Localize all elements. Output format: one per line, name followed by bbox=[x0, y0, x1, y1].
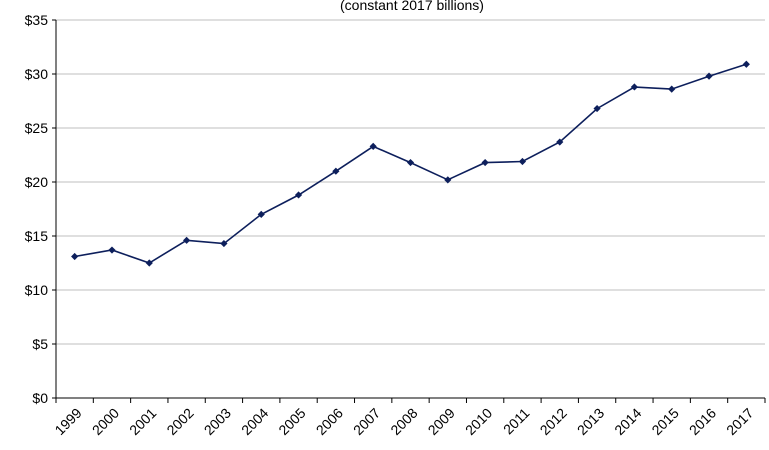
axes bbox=[52, 19, 766, 403]
data-point-2002 bbox=[183, 236, 191, 244]
series-group bbox=[71, 60, 750, 267]
y-tick-label: $0 bbox=[32, 390, 48, 406]
data-point-2013 bbox=[593, 104, 601, 113]
data-point-2014 bbox=[630, 83, 638, 91]
x-tick-label: 2017 bbox=[723, 405, 756, 438]
data-point-2004 bbox=[257, 210, 265, 218]
data-point-2007 bbox=[369, 142, 377, 150]
x-tick-label: 2009 bbox=[425, 405, 458, 438]
x-tick-label: 2004 bbox=[238, 405, 271, 438]
data-point-2009 bbox=[444, 176, 452, 184]
x-tick-label: 2010 bbox=[462, 405, 495, 438]
x-tick-label: 2012 bbox=[537, 405, 570, 438]
x-tick-label: 2003 bbox=[201, 405, 234, 438]
x-tick-label: 2002 bbox=[163, 405, 196, 438]
y-tick-label: $30 bbox=[25, 66, 49, 82]
data-point-2016 bbox=[705, 72, 713, 80]
data-point-2008 bbox=[406, 158, 415, 167]
y-tick-label: $25 bbox=[25, 120, 49, 136]
x-tick-label: 2001 bbox=[126, 405, 159, 438]
data-point-2005 bbox=[294, 191, 303, 199]
x-tick-label: 2016 bbox=[686, 405, 719, 438]
data-point-2010 bbox=[481, 158, 489, 167]
y-axis-tick-labels: $0 $5 $10 $15 $20 $25 $30 $35 bbox=[25, 12, 49, 406]
y-tick-label: $20 bbox=[25, 174, 49, 190]
y-tick-label: $10 bbox=[25, 282, 49, 298]
x-axis-tick-labels: 1999 2000 2001 2002 2003 2004 2005 2006 2007 2008… bbox=[51, 405, 756, 438]
data-point-2001 bbox=[145, 259, 153, 267]
y-tick-label: $5 bbox=[32, 336, 48, 352]
data-point-2012 bbox=[556, 138, 564, 146]
x-tick-label: 2011 bbox=[500, 405, 533, 438]
x-tick-label: 2013 bbox=[574, 405, 607, 438]
x-tick-label: 1999 bbox=[51, 405, 84, 438]
chart-subtitle: (constant 2017 billions) bbox=[340, 0, 484, 13]
data-point-2006 bbox=[332, 167, 340, 175]
x-tick-label: 2015 bbox=[648, 405, 681, 438]
data-point-2015 bbox=[668, 85, 676, 93]
gridlines bbox=[56, 19, 765, 345]
data-point-2011 bbox=[518, 157, 527, 166]
data-point-2017 bbox=[742, 60, 750, 68]
x-tick-label: 2006 bbox=[313, 405, 346, 438]
x-tick-label: 2007 bbox=[350, 405, 383, 438]
x-tick-label: 2014 bbox=[611, 405, 644, 438]
data-point-2000 bbox=[108, 246, 116, 254]
y-tick-label: $15 bbox=[25, 228, 49, 244]
x-tick-label: 2000 bbox=[89, 405, 122, 438]
y-tick-label: $35 bbox=[25, 12, 49, 28]
data-point-1999 bbox=[71, 252, 79, 261]
x-tick-label: 2005 bbox=[275, 405, 308, 438]
data-point-2003 bbox=[220, 239, 228, 248]
x-tick-label: 2008 bbox=[387, 405, 420, 438]
